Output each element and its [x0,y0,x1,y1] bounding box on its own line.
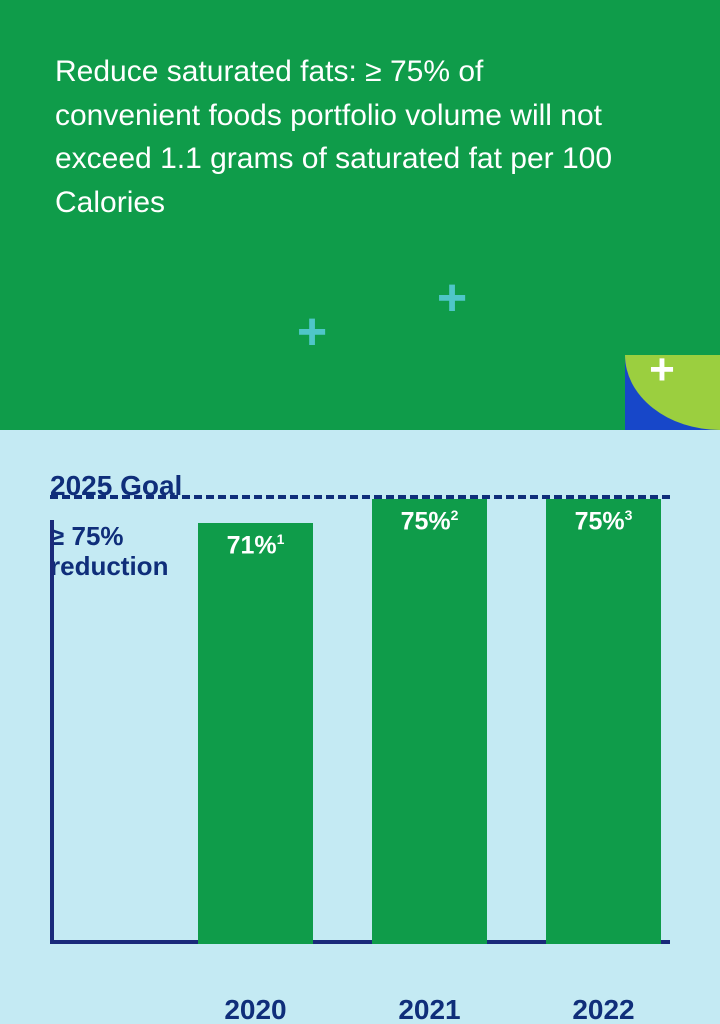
plus-icon: + [297,306,327,358]
plus-icon: + [437,272,467,324]
chart-panel: 2025 Goal ≥ 75%reduction 71%175%275%3 20… [0,430,720,1024]
bar-value-label: 71%1 [227,531,285,944]
bar: 71%1 [198,523,313,944]
bar-wrap: 75%2 [372,499,487,944]
headline-text: Reduce saturated fats: ≥ 75% of convenie… [55,50,615,224]
bar: 75%3 [546,499,661,944]
bar-value-label: 75%2 [401,507,459,944]
x-axis-label: 2022 [546,994,661,1024]
x-axis-label: 2021 [372,994,487,1024]
bar-wrap: 75%3 [546,499,661,944]
bar-chart: 71%175%275%3 [50,520,670,944]
plus-icon: + [649,348,675,392]
header-panel: Reduce saturated fats: ≥ 75% of convenie… [0,0,720,430]
x-axis-label: 2020 [198,994,313,1024]
bar-value-label: 75%3 [575,507,633,944]
page-root: Reduce saturated fats: ≥ 75% of convenie… [0,0,720,1024]
y-axis [50,520,54,944]
bar: 75%2 [372,499,487,944]
bar-wrap: 71%1 [198,523,313,944]
